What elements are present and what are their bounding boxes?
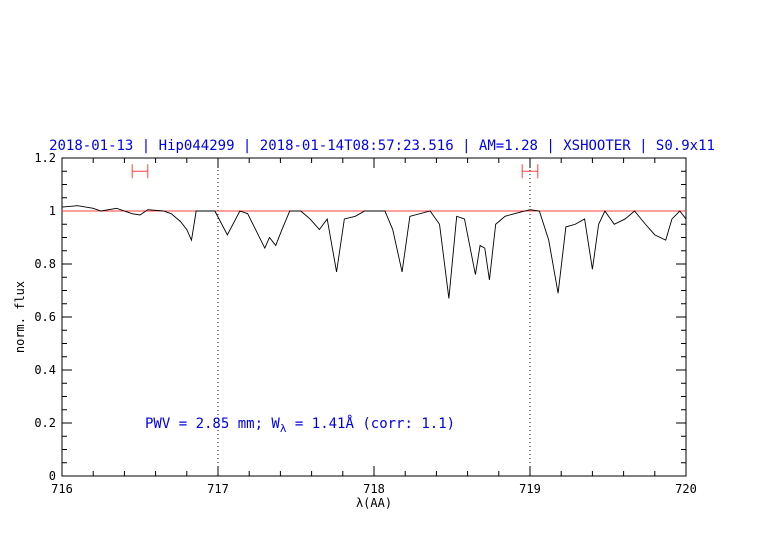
y-tick-label: 0.8 (34, 257, 56, 271)
y-tick-label: 0.6 (34, 310, 56, 324)
x-tick-label: 720 (675, 482, 697, 496)
y-tick-label: 0 (49, 469, 56, 483)
x-tick-label: 717 (207, 482, 229, 496)
y-tick-label: 0.2 (34, 416, 56, 430)
x-tick-label: 719 (519, 482, 541, 496)
annotation-rest: = 1.41Å (corr: 1.1) (286, 415, 455, 432)
annotation-text: PWV = 2.85 mm; W (145, 416, 280, 432)
chart-title: 2018-01-13 | Hip044299 | 2018-01-14T08:5… (49, 138, 715, 154)
x-tick-label: 716 (51, 482, 73, 496)
annotation: PWV = 2.85 mm; Wλ = 1.41Å (corr: 1.1) (145, 415, 455, 435)
y-axis-label: norm. flux (13, 281, 27, 353)
annotation-subscript: λ (280, 422, 287, 435)
spectrum-line (61, 205, 687, 299)
y-tick-label: 0.4 (34, 363, 56, 377)
x-axis-label: λ(AA) (356, 496, 392, 510)
x-tick-label: 718 (363, 482, 385, 496)
y-tick-label: 1 (49, 204, 56, 218)
y-tick-label: 1.2 (34, 151, 56, 165)
